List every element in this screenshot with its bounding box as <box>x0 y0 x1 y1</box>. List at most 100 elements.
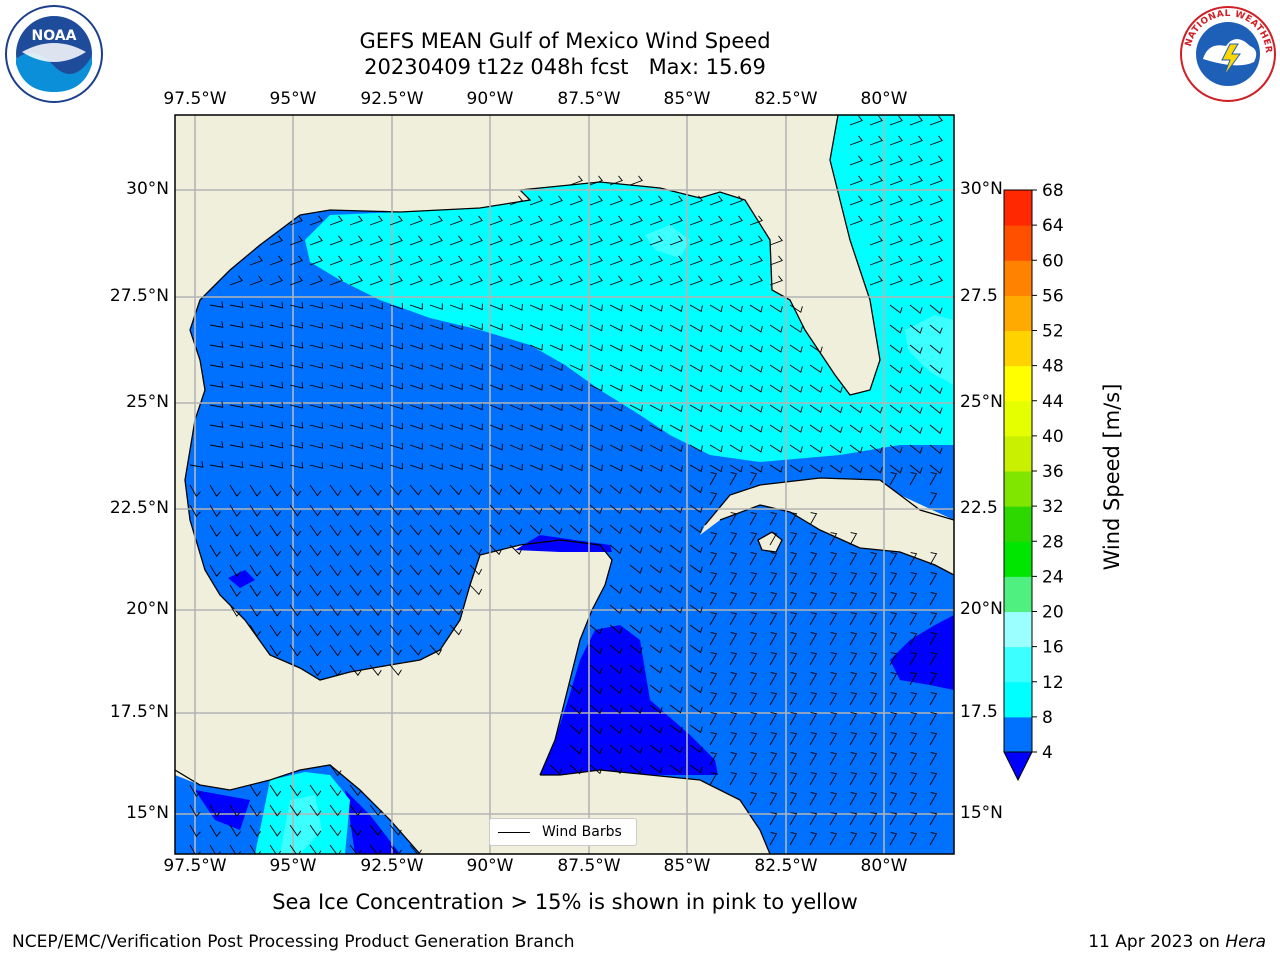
wind-barb <box>309 275 323 286</box>
wind-barb <box>609 484 623 495</box>
wind-barb <box>709 652 718 666</box>
wind-barb <box>389 255 403 266</box>
wind-barb <box>409 403 423 410</box>
wind-barb <box>669 524 683 534</box>
wind-barb <box>529 444 543 451</box>
wind-barb <box>349 255 363 266</box>
wind-barb <box>909 324 923 334</box>
wind-barb <box>349 584 362 597</box>
wind-barb <box>429 484 442 496</box>
wind-barb <box>529 464 543 471</box>
wind-barb <box>889 364 903 374</box>
wind-barb <box>409 235 423 246</box>
wind-barb <box>589 235 603 246</box>
wind-barb <box>609 524 623 535</box>
map-subtitle: 20230409 t12z 048h fcst Max: 15.69 <box>364 55 766 79</box>
wind-barb <box>529 524 543 535</box>
wind-barb <box>729 612 738 626</box>
wind-barb <box>509 275 523 286</box>
wind-barb <box>469 363 483 371</box>
wind-barb <box>389 524 402 536</box>
wind-barb <box>909 732 918 746</box>
wind-barb <box>449 504 463 516</box>
wind-barb <box>769 512 778 526</box>
wind-barb <box>569 684 583 695</box>
wind-barb <box>449 323 463 331</box>
wind-barb <box>369 255 383 266</box>
wind-barb <box>669 704 683 714</box>
wind-barb <box>469 423 483 431</box>
wind-barb <box>269 441 284 449</box>
wind-barb <box>869 832 878 846</box>
wind-barb <box>369 664 382 676</box>
wind-barb <box>629 324 643 332</box>
wind-barb <box>909 812 918 826</box>
noaa-logo: NOAA <box>5 5 103 103</box>
wind-barb <box>269 564 282 577</box>
lat-label-left: 20°N <box>126 599 169 619</box>
wind-barb <box>469 275 483 286</box>
wind-barb <box>189 484 201 498</box>
wind-barb <box>209 361 224 368</box>
wind-barb <box>729 364 743 373</box>
wind-barb <box>929 572 938 586</box>
wind-barb <box>889 175 903 186</box>
wind-barb <box>769 792 778 806</box>
wind-barb <box>789 632 798 646</box>
wind-field-under-4 <box>540 625 718 775</box>
wind-barb <box>729 692 738 706</box>
colorbar-segment <box>1004 471 1032 507</box>
wind-barb <box>909 384 923 394</box>
wind-barb <box>629 344 643 352</box>
wind-barb <box>769 424 783 433</box>
wind-barb <box>309 362 324 369</box>
wind-barb <box>269 524 282 537</box>
wind-barb <box>349 524 362 537</box>
wind-barb <box>649 384 663 392</box>
wind-barb <box>709 195 723 206</box>
wind-barb <box>849 652 858 666</box>
wind-barb <box>809 672 818 686</box>
wind-barb <box>369 804 382 816</box>
wind-barb <box>609 384 623 392</box>
wind-barb <box>609 424 623 432</box>
wind-barb <box>369 422 383 430</box>
wind-barb <box>709 572 718 586</box>
wind-barb <box>649 704 663 714</box>
wind-barb <box>809 404 823 414</box>
wind-barb <box>449 383 463 391</box>
wind-barb <box>569 524 583 535</box>
wind-barb <box>289 524 302 537</box>
pacific-wind-12-16 <box>280 795 322 854</box>
wind-barb <box>509 524 523 535</box>
wind-barb <box>369 402 383 410</box>
lat-label-right: 27.5 <box>960 286 998 306</box>
wind-barb <box>569 504 583 515</box>
wind-barb <box>629 504 643 514</box>
wind-barb <box>409 423 423 430</box>
wind-barb <box>249 461 264 469</box>
wind-barb <box>529 484 543 495</box>
wind-barb <box>909 115 923 126</box>
colorbar-tick-label: 56 <box>1042 286 1064 306</box>
wind-barb <box>389 664 402 676</box>
wind-barb <box>849 155 863 166</box>
wind-barb <box>829 404 843 414</box>
wind-barb <box>889 712 898 726</box>
wind-barb <box>709 404 723 413</box>
colorbar-tick-label: 48 <box>1042 357 1064 377</box>
wind-barb <box>929 632 938 646</box>
wind-barb <box>209 401 224 408</box>
wind-barb <box>529 424 543 431</box>
wind-barb <box>529 344 543 351</box>
wind-barb <box>709 632 718 646</box>
wind-barb <box>509 484 523 495</box>
wind-barb <box>789 464 803 473</box>
wind-barb <box>789 404 803 413</box>
wind-barb <box>489 235 503 246</box>
wind-barb <box>709 324 723 333</box>
wind-barb <box>249 341 264 349</box>
colorbar-label-wrap: Wind Speed [m/s] <box>1097 380 1127 580</box>
wind-barb <box>569 215 583 226</box>
wind-barb <box>349 322 363 330</box>
